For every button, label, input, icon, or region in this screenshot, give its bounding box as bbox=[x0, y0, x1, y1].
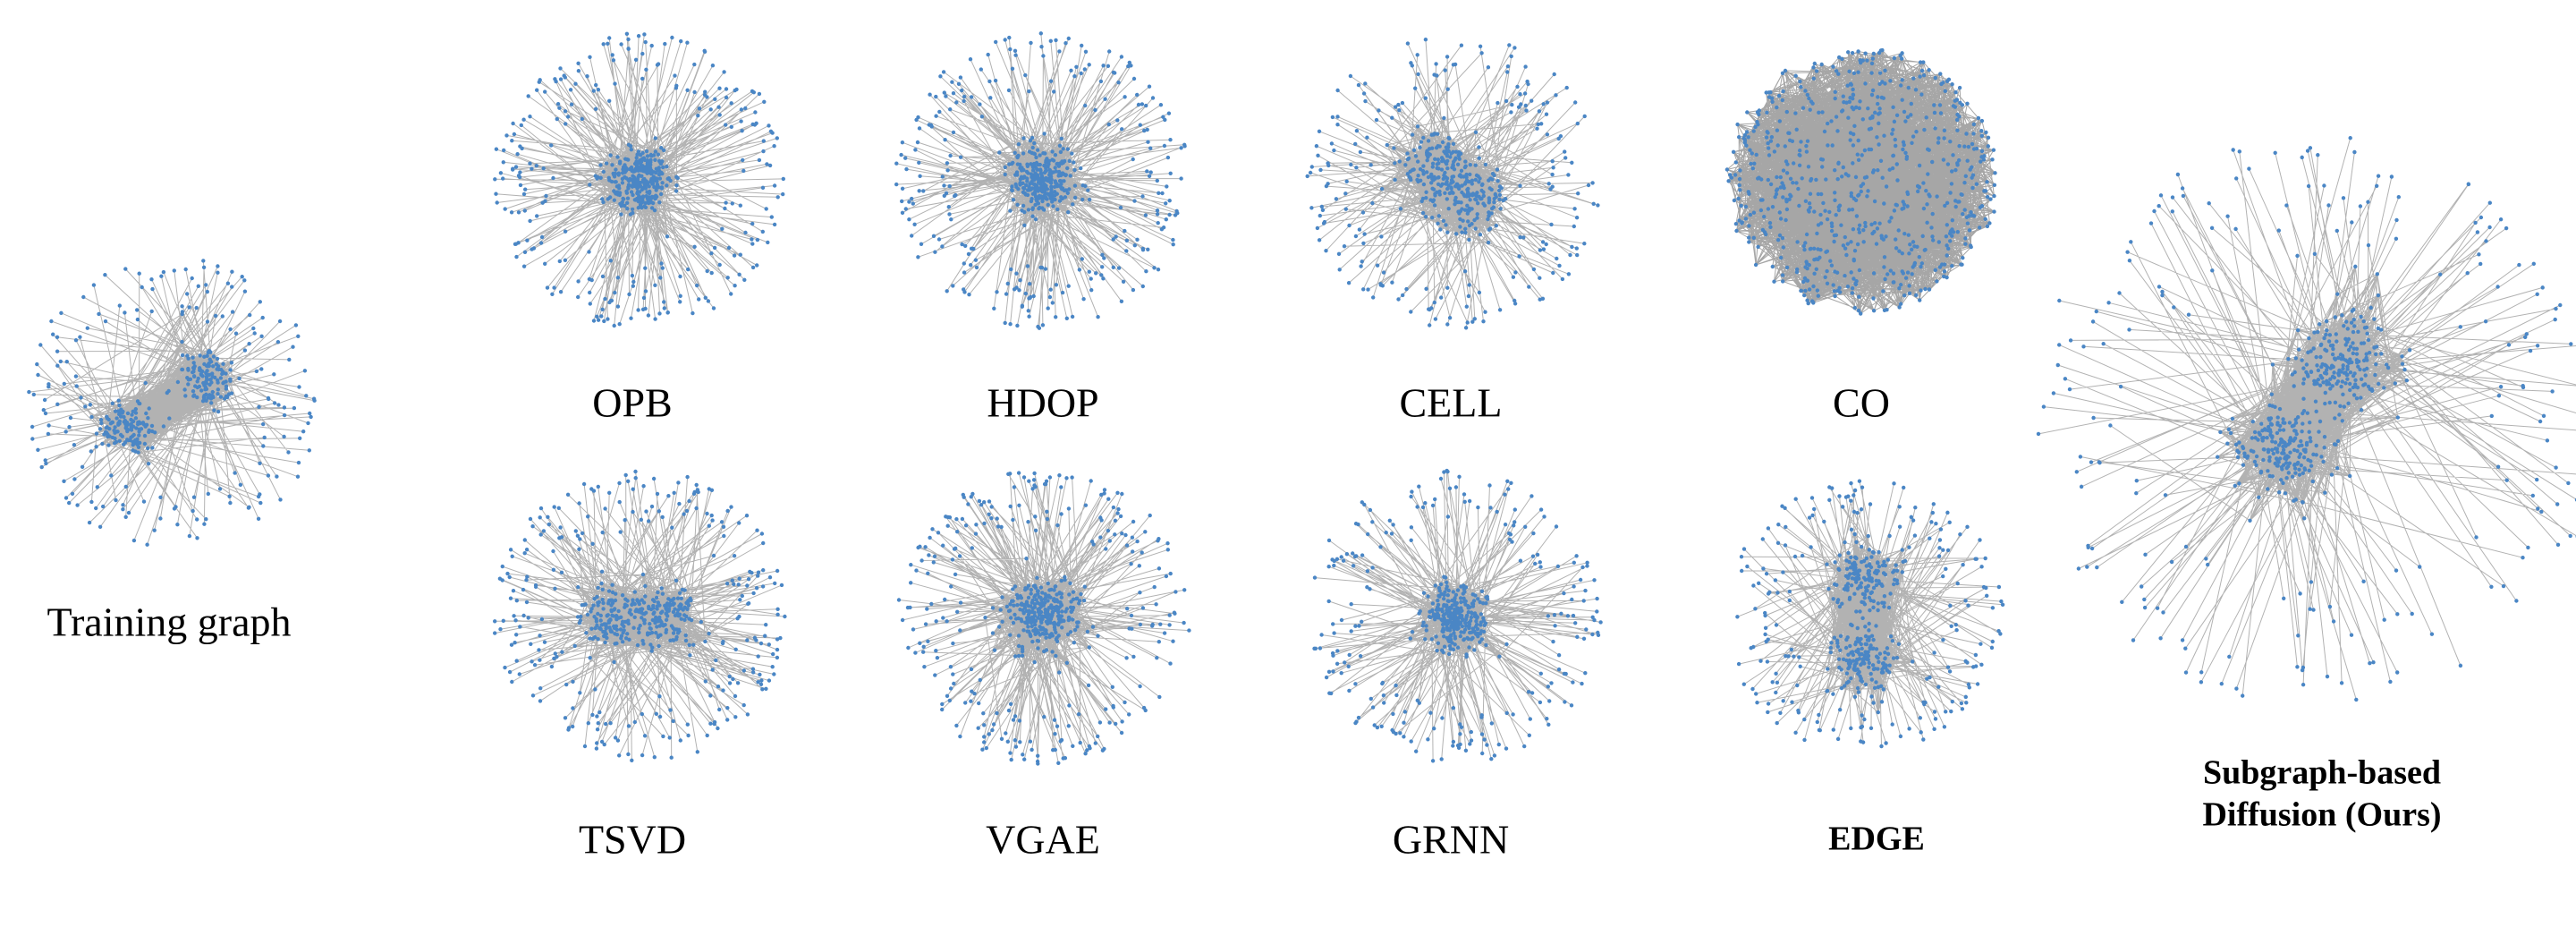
panel-label: CO bbox=[1833, 380, 1890, 426]
nodes bbox=[2036, 135, 2576, 702]
panel-label: CELL bbox=[1400, 380, 1503, 426]
panel-label: TSVD bbox=[579, 817, 686, 863]
panel-label: OPB bbox=[592, 380, 672, 426]
nodes bbox=[896, 471, 1191, 766]
panel-label: GRNN bbox=[1393, 817, 1509, 863]
panel-label: VGAE bbox=[986, 817, 1100, 863]
edges bbox=[2038, 138, 2576, 701]
edges bbox=[495, 471, 785, 761]
panel-label: Diffusion (Ours) bbox=[2202, 796, 2441, 834]
nodes bbox=[1305, 37, 1600, 330]
nodes bbox=[894, 31, 1187, 330]
edges bbox=[1726, 49, 1996, 314]
panel-label: EDGE bbox=[1828, 821, 1925, 858]
edges bbox=[29, 260, 315, 545]
nodes bbox=[1724, 47, 1997, 316]
panel-label: HDOP bbox=[987, 380, 1098, 426]
edges bbox=[1737, 481, 2004, 747]
nodes bbox=[493, 31, 785, 328]
panel-label: Training graph bbox=[47, 600, 291, 645]
panel-label: Subgraph-based bbox=[2203, 754, 2441, 792]
